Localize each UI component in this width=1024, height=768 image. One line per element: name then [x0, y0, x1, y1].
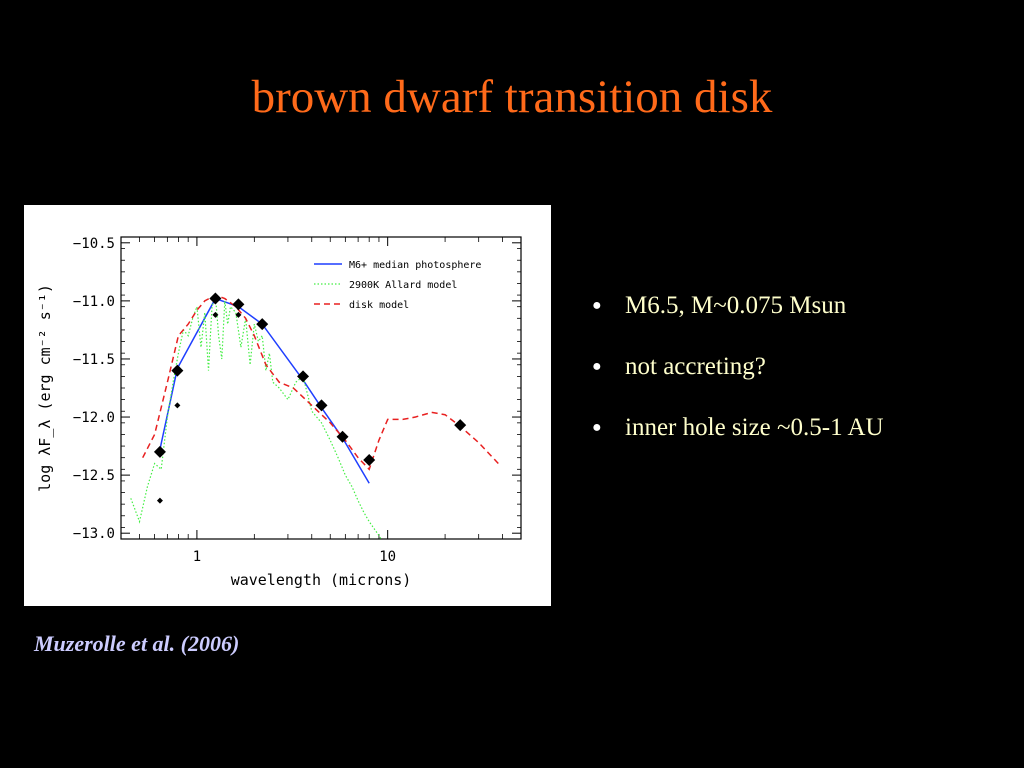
- data-point-diamond: [256, 318, 269, 331]
- sed-chart: −10.5 −11.0 −11.5 −12.0 −12.5 −13.0 1 10 wavelen…: [24, 205, 551, 606]
- bullet-item: ● not accreting?: [592, 351, 884, 412]
- x-tick-label: 1: [193, 549, 201, 565]
- data-point-small-diamond: [235, 311, 242, 318]
- series-group: [130, 292, 499, 539]
- y-tick-label: −12.5: [73, 468, 115, 484]
- bullet-dot-icon: ●: [592, 358, 602, 375]
- data-point-diamond: [315, 399, 328, 412]
- y-tick-label: −12.0: [73, 410, 115, 426]
- data-point-diamond: [363, 454, 376, 467]
- data-point-diamond: [297, 370, 310, 383]
- series-line-dashed: [142, 294, 499, 471]
- bullet-dot-icon: ●: [592, 297, 602, 314]
- bullet-text: inner hole size ~0.5-1 AU: [625, 414, 884, 441]
- data-point-diamond: [171, 364, 184, 377]
- y-tick-label: −13.0: [73, 526, 115, 542]
- data-point-diamond: [454, 419, 467, 432]
- slide-title: brown dwarf transition disk: [251, 71, 773, 123]
- bullet-item: ● M6.5, M~0.075 Msun: [592, 290, 884, 351]
- bullet-text: M6.5, M~0.075 Msun: [625, 292, 847, 319]
- x-tick-label: 10: [379, 549, 396, 565]
- x-axis-label: wavelength (microns): [231, 571, 412, 589]
- bullet-dot-icon: ●: [592, 419, 602, 436]
- bullet-text: not accreting?: [625, 353, 766, 380]
- data-point-diamond: [336, 430, 349, 443]
- y-tick-label: −10.5: [73, 236, 115, 252]
- data-point-small-diamond: [174, 402, 181, 409]
- bullet-list: ● M6.5, M~0.075 Msun ● not accreting? ● inn…: [592, 290, 884, 473]
- bullet-item: ● inner hole size ~0.5-1 AU: [592, 412, 884, 473]
- legend-label: 2900K Allard model: [349, 280, 457, 291]
- y-axis-label: log λF_λ (erg cm⁻² s⁻¹): [36, 284, 54, 492]
- plot-frame: [120, 236, 522, 540]
- data-point-small-diamond: [212, 311, 219, 318]
- data-point-diamond: [153, 445, 166, 458]
- y-tick-label: −11.0: [73, 294, 115, 310]
- sed-chart-svg: −10.5 −11.0 −11.5 −12.0 −12.5 −13.0 1 10 wavelen…: [36, 236, 522, 589]
- y-tick-label: −11.5: [73, 352, 115, 368]
- data-point-small-diamond: [156, 497, 163, 504]
- data-point-diamond: [232, 298, 245, 311]
- legend-label: M6+ median photosphere: [349, 260, 481, 271]
- citation: Muzerolle et al. (2006): [34, 631, 240, 656]
- legend-label: disk model: [349, 300, 409, 311]
- series-line-dotted: [130, 294, 382, 539]
- data-point-diamond: [209, 292, 222, 305]
